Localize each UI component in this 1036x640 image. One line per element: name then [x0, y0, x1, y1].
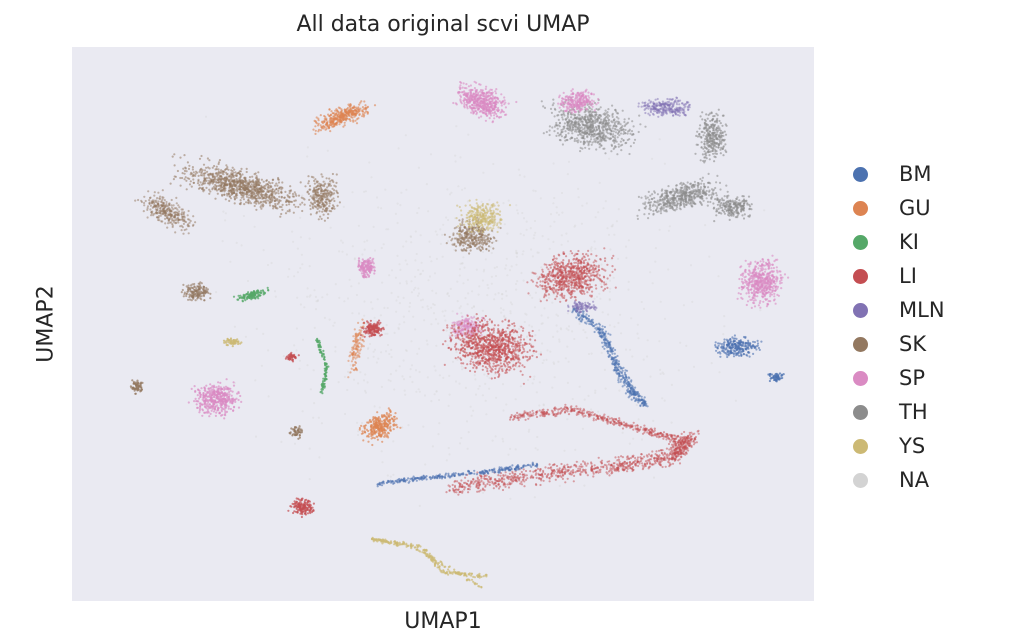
- legend-marker-bm: [853, 166, 868, 182]
- legend-entry-na: NA: [848, 463, 945, 497]
- legend-label-na: NA: [899, 468, 930, 492]
- legend-label-th: TH: [899, 400, 928, 424]
- legend-entry-sk: SK: [848, 327, 945, 361]
- legend-entry-gu: GU: [848, 191, 945, 225]
- legend-entry-li: LI: [848, 259, 945, 293]
- scatter-series-sp: [187, 80, 790, 420]
- legend-marker-gu: [853, 200, 868, 216]
- umap-scatter: [129, 80, 790, 589]
- scatter-series-gu: [312, 100, 402, 447]
- plot-area: [72, 47, 814, 601]
- legend-marker-na: [853, 472, 868, 488]
- legend-label-ys: YS: [899, 434, 926, 458]
- legend-label-sk: SK: [899, 332, 927, 356]
- legend-entry-th: TH: [848, 395, 945, 429]
- legend-label-mln: MLN: [899, 298, 945, 322]
- legend-marker-li: [853, 268, 868, 284]
- chart-title: All data original scvi UMAP: [296, 12, 590, 37]
- legend-label-bm: BM: [899, 162, 932, 186]
- x-axis-label: UMAP1: [404, 609, 482, 634]
- legend-marker-ki: [853, 234, 868, 250]
- legend-entry-mln: MLN: [848, 293, 945, 327]
- legend-label-ki: KI: [899, 230, 919, 254]
- scatter-series-ys: [222, 198, 512, 589]
- legend-label-li: LI: [899, 264, 917, 288]
- legend-marker-sp: [853, 370, 868, 386]
- scatter-series-th: [540, 96, 753, 223]
- legend-marker-sk: [853, 336, 868, 352]
- legend-label-gu: GU: [899, 196, 931, 220]
- legend-entry-bm: BM: [848, 157, 945, 191]
- y-axis-label: UMAP2: [33, 285, 59, 363]
- legend-entry-sp: SP: [848, 361, 945, 395]
- legend-marker-th: [853, 404, 868, 420]
- scatter-series-ki: [232, 286, 330, 395]
- legend-label-sp: SP: [899, 366, 925, 390]
- legend: BM GU KI LI MLN SK SP TH YS NA: [848, 157, 945, 497]
- scatter-series-sk: [129, 153, 502, 440]
- legend-entry-ki: KI: [848, 225, 945, 259]
- scatter-series-na: [196, 104, 766, 507]
- scatter-series-li: [284, 247, 700, 519]
- scatter-series-bm: [376, 305, 785, 488]
- scatter-series-mln: [567, 96, 691, 314]
- legend-entry-ys: YS: [848, 429, 945, 463]
- legend-marker-mln: [853, 302, 868, 318]
- legend-marker-ys: [853, 438, 868, 454]
